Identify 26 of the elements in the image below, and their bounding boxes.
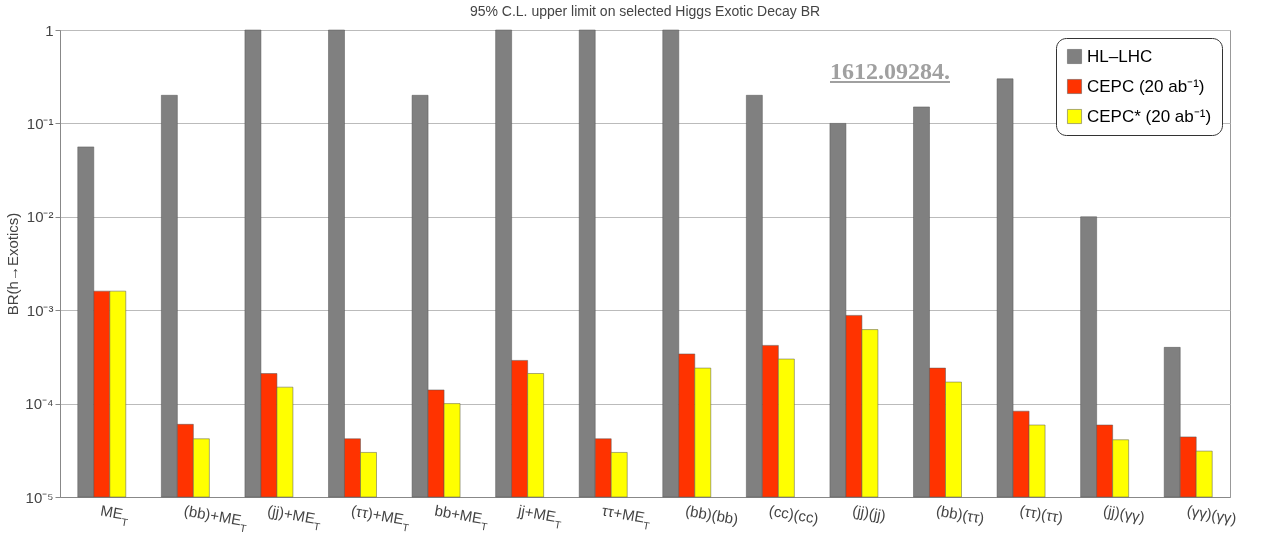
x-tick-label: (bb)(bb) bbox=[684, 501, 740, 528]
y-axis-title: BR(h→Exotics) bbox=[4, 212, 22, 316]
x-tick-label: (jj)(jj) bbox=[851, 501, 888, 525]
x-tick-label: (γγ)(γγ) bbox=[1185, 501, 1238, 527]
x-tick-label: (cc)(cc) bbox=[767, 501, 820, 527]
y-tick-label: 10⁻² bbox=[26, 208, 54, 226]
chart-title: 95% C.L. upper limit on selected Higgs Exotic Decay BR bbox=[469, 3, 821, 19]
x-tick-label: (ττ)(ττ) bbox=[1018, 501, 1065, 526]
x-tick-label: (jj)+ME$_{T}$ bbox=[266, 501, 322, 533]
y-tick-label: 10⁻⁵ bbox=[25, 488, 54, 506]
y-tick-label: 1 bbox=[45, 21, 54, 39]
x-tick-label: ττ+ME$_{T}$ bbox=[600, 501, 652, 532]
x-tick-label: bb+ME$_{T}$ bbox=[433, 501, 489, 533]
x-tick-label: ME$_{T}$ bbox=[99, 501, 130, 529]
legend-label: CEPC* (20 ab⁻¹) bbox=[1087, 106, 1212, 126]
legend-label: HL–LHC bbox=[1087, 46, 1153, 66]
y-tick-label: 10⁻¹ bbox=[26, 114, 54, 132]
x-tick-label: (jj)(γγ) bbox=[1102, 501, 1147, 526]
x-tick-label: (bb)+ME$_{T}$ bbox=[182, 501, 248, 535]
annotation: 1612.09284. bbox=[830, 58, 950, 85]
x-tick-label: jj+ME$_{T}$ bbox=[516, 501, 563, 531]
y-tick-label: 10⁻³ bbox=[26, 301, 54, 319]
y-tick-label: 10⁻⁴ bbox=[25, 395, 54, 413]
legend-label: CEPC (20 ab⁻¹) bbox=[1087, 76, 1205, 96]
x-tick-label: (bb)(ττ) bbox=[934, 501, 986, 527]
x-tick-label: (ττ)+ME$_{T}$ bbox=[349, 501, 411, 534]
